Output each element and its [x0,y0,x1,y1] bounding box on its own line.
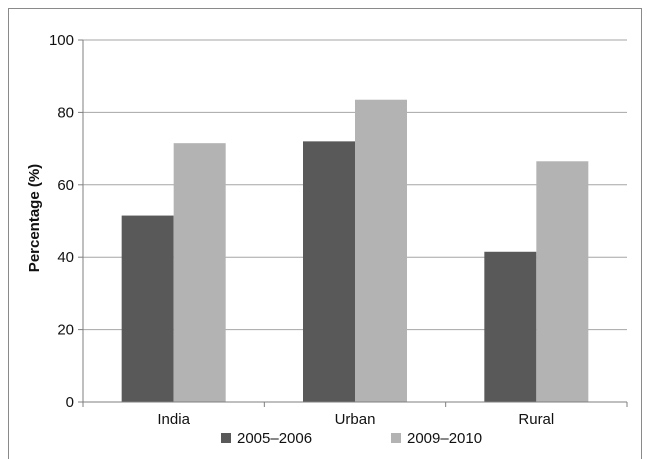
y-tick-label: 60 [57,177,74,194]
y-tick-labels: 0 20 40 60 80 100 [49,32,83,411]
legend-label: 2009–2010 [407,430,482,447]
bar-urban-series-1 [303,141,355,403]
x-category-labels: India Urban Rural [157,411,554,428]
y-tick-label: 100 [49,32,74,49]
legend: 2005–2006 2009–2010 [221,430,482,447]
axes [82,40,628,407]
x-category-label: Urban [335,411,376,428]
legend-swatch [221,433,231,443]
bar-urban-series-2 [355,99,407,402]
y-axis-title: Percentage (%) [26,164,43,272]
x-category-label: Rural [518,411,554,428]
y-tick-label: 0 [66,394,74,411]
legend-swatch [391,433,401,443]
bar-india-series-2 [173,143,226,403]
y-tick-label: 40 [57,249,74,266]
bar-rural-series-1 [484,251,537,402]
legend-label: 2005–2006 [237,430,312,447]
bars [121,99,589,403]
y-tick-label: 80 [57,104,74,121]
y-tick-label: 20 [57,322,74,339]
x-category-label: India [157,411,190,428]
bar-india-series-1 [121,215,174,402]
chart-frame [8,8,642,459]
bar-rural-series-2 [536,161,589,402]
